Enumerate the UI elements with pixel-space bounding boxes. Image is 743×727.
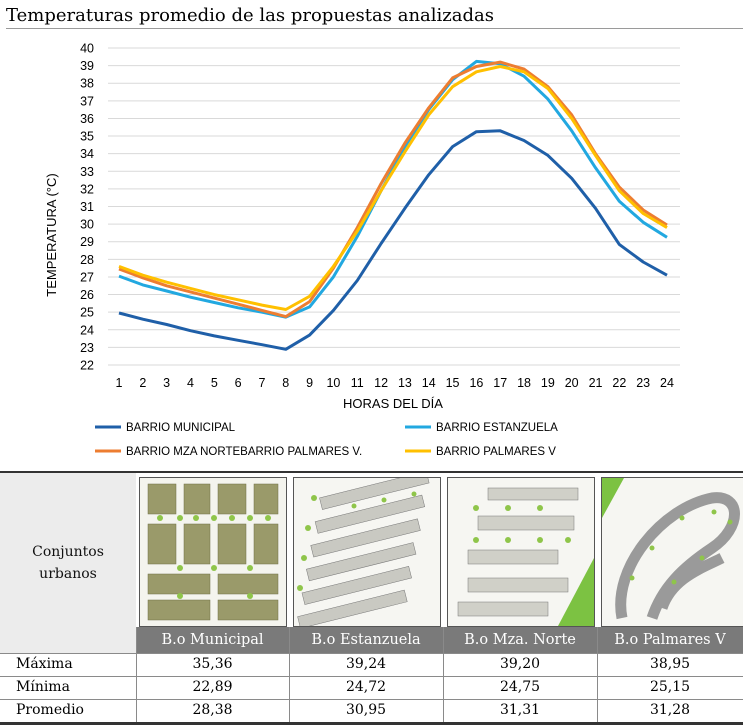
x-tick-label: 23 [636, 376, 650, 390]
table-cell: 24,72 [345, 679, 387, 695]
row-label: Promedio [16, 702, 84, 718]
x-tick-label: 14 [422, 376, 436, 390]
x-tick-label: 8 [282, 376, 289, 390]
x-tick-label: 22 [612, 376, 626, 390]
y-tick-label: 38 [80, 77, 94, 91]
chart-legend: BARRIO MUNICIPAL BARRIO ESTANZUELA BARRIO … [95, 422, 558, 458]
row-label: Mínima [16, 679, 70, 695]
legend-label: BARRIO MZA NORTEBARRIO PALMARES V. [126, 446, 362, 458]
table-row: Máxima 35,36 39,24 39,20 38,95 [0, 653, 743, 676]
x-tick-label: 20 [565, 376, 579, 390]
x-tick-label: 6 [235, 376, 242, 390]
legend-label: BARRIO ESTANZUELA [436, 422, 558, 434]
x-tick-label: 13 [398, 376, 412, 390]
row-divider [0, 676, 743, 677]
legend-label: BARRIO MUNICIPAL [126, 422, 236, 434]
column-header: B.o Municipal [136, 627, 289, 653]
column-divider [597, 627, 598, 722]
x-tick-label: 17 [493, 376, 507, 390]
x-tick-label: 12 [374, 376, 388, 390]
row-divider [0, 653, 743, 654]
x-tick-label: 9 [306, 376, 313, 390]
y-tick-label: 36 [80, 112, 94, 126]
x-tick-label: 21 [589, 376, 603, 390]
conjuntos-label: Conjuntos urbanos [32, 544, 104, 582]
chart-title: Temperaturas promedio de las propuestas … [6, 4, 743, 29]
x-axis-title: HORAS DEL DÍA [343, 396, 443, 411]
y-tick-label: 29 [80, 235, 94, 249]
comparison-table: Conjuntos urbanos [0, 471, 743, 727]
y-tick-label: 23 [80, 341, 94, 355]
x-tick-label: 18 [517, 376, 531, 390]
x-tick-label: 5 [211, 376, 218, 390]
x-tick-label: 10 [326, 376, 340, 390]
plan-image-municipal [139, 477, 287, 627]
series-line-3 [118, 60, 668, 319]
table-cell: 39,24 [345, 656, 387, 672]
row-label: Máxima [16, 656, 73, 672]
x-axis-ticks: 1 2 3 4 5 6 7 8 9 10 11 12 13 14 15 16 17 18 19 20 21 22 23 24 [116, 376, 674, 390]
column-divider [289, 627, 290, 722]
table-row-label-conjuntos: Conjuntos urbanos [0, 473, 136, 653]
y-tick-label: 31 [80, 200, 94, 214]
table-cell: 31,31 [499, 702, 541, 718]
table-row: Mínima 22,89 24,72 24,75 25,15 [0, 676, 743, 699]
y-tick-label: 30 [80, 218, 94, 232]
series-line-4 [118, 65, 668, 311]
x-tick-label: 2 [139, 376, 146, 390]
y-tick-label: 40 [80, 42, 94, 56]
column-header: B.o Estanzuela [289, 627, 443, 653]
table-bottom-border [0, 722, 743, 725]
y-tick-label: 24 [80, 323, 94, 337]
y-axis-ticks: 22 23 24 25 26 27 28 29 30 31 32 33 34 35 36 37 38 39 40 [80, 42, 94, 373]
y-tick-label: 37 [80, 94, 94, 108]
y-tick-label: 27 [80, 270, 94, 284]
table-cell: 38,95 [649, 656, 691, 672]
table-cell: 28,38 [192, 702, 233, 718]
chart-series [118, 59, 668, 351]
x-tick-label: 19 [541, 376, 555, 390]
x-tick-label: 15 [446, 376, 460, 390]
y-tick-label: 26 [80, 288, 94, 302]
table-cell: 25,15 [649, 679, 691, 695]
column-divider [136, 627, 137, 722]
column-divider [443, 627, 444, 722]
x-tick-label: 4 [187, 376, 194, 390]
x-tick-label: 3 [163, 376, 170, 390]
y-tick-label: 35 [80, 130, 94, 144]
row-divider [0, 699, 743, 700]
x-tick-label: 24 [660, 376, 674, 390]
y-tick-label: 33 [80, 165, 94, 179]
x-tick-label: 7 [258, 376, 265, 390]
y-tick-label: 34 [80, 147, 94, 161]
table-cell: 39,20 [499, 656, 541, 672]
table-cell: 24,75 [499, 679, 541, 695]
plan-image-mza-norte [447, 477, 595, 627]
y-tick-label: 32 [80, 182, 94, 196]
x-tick-label: 16 [469, 376, 483, 390]
legend-label: BARRIO PALMARES V [436, 446, 556, 458]
table-cell: 30,95 [345, 702, 387, 718]
table-cell: 22,89 [192, 679, 233, 695]
column-header: B.o Palmares V [597, 627, 743, 653]
column-header: B.o Mza. Norte [443, 627, 597, 653]
series-line-1 [118, 129, 668, 351]
table-cell: 35,36 [192, 656, 233, 672]
y-tick-label: 28 [80, 253, 94, 267]
y-tick-label: 39 [80, 59, 94, 73]
y-tick-label: 25 [80, 306, 94, 320]
plan-image-estanzuela [293, 477, 441, 627]
table-row: Promedio 28,38 30,95 31,31 31,28 [0, 699, 743, 722]
x-tick-label: 11 [351, 376, 364, 390]
plan-image-palmares [601, 477, 743, 627]
header-spacer [0, 627, 136, 653]
y-tick-label: 22 [80, 359, 94, 373]
table-cell: 31,28 [649, 702, 691, 718]
y-axis-title: TEMPERATURA (°C) [44, 173, 59, 296]
x-tick-label: 1 [116, 376, 123, 390]
